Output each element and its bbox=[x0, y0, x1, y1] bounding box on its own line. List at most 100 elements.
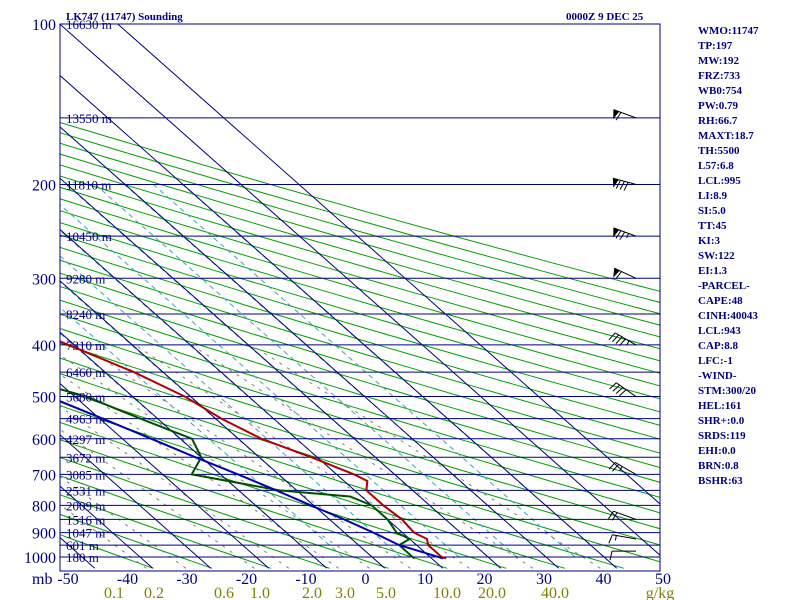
index-line: MW:192 bbox=[698, 55, 739, 67]
temperature-tick-label: 0 bbox=[362, 571, 370, 588]
index-line: BRN:0.8 bbox=[698, 460, 739, 472]
wind-barb bbox=[608, 510, 637, 521]
index-line: LCL:943 bbox=[698, 325, 741, 337]
dry-adiabat bbox=[60, 234, 660, 413]
isotherm-line bbox=[60, 177, 502, 569]
isobar-lines bbox=[60, 23, 660, 558]
pressure-tick-label: 600 bbox=[32, 432, 56, 449]
parcel-profile bbox=[60, 400, 444, 560]
dry-adiabat bbox=[60, 439, 448, 569]
isotherm-line bbox=[60, 74, 618, 569]
temperature-tick-label: 30 bbox=[536, 571, 552, 588]
wind-barb bbox=[608, 332, 637, 347]
index-line: WMO:11747 bbox=[698, 25, 759, 37]
dry-adiabat bbox=[60, 198, 660, 374]
temperature-tick-label: 50 bbox=[655, 571, 671, 588]
dry-adiabat bbox=[60, 357, 660, 546]
mixing-ratio-label: 5.0 bbox=[376, 585, 396, 600]
wind-barb bbox=[613, 227, 637, 241]
index-line: -WIND- bbox=[698, 370, 737, 382]
index-line: TP:197 bbox=[698, 40, 733, 52]
wind-barb bbox=[608, 462, 637, 475]
pressure-tick-label: 400 bbox=[32, 338, 56, 355]
dry-adiabat bbox=[60, 222, 660, 400]
index-line: SRDS:119 bbox=[698, 430, 746, 442]
index-line: SW:122 bbox=[698, 250, 735, 262]
isotherm-line bbox=[60, 434, 212, 569]
dewpoint-profile bbox=[60, 388, 415, 560]
height-label: 3085 m bbox=[66, 467, 105, 482]
dry-adiabat bbox=[60, 272, 660, 454]
index-line: STM:300/20 bbox=[698, 385, 757, 397]
mixing-ratio-label: 2.0 bbox=[302, 585, 322, 600]
index-line: CAP:8.8 bbox=[698, 340, 739, 352]
height-label: 6460 m bbox=[66, 365, 105, 380]
mixing-ratio-line bbox=[60, 428, 255, 569]
pressure-tick-label: 500 bbox=[32, 390, 56, 407]
mixing-ratio-line bbox=[60, 476, 187, 569]
pressure-tick-label: 100 bbox=[32, 17, 56, 34]
height-label: 16630 m bbox=[66, 17, 112, 32]
mixing-ratio-label: 40.0 bbox=[541, 585, 569, 600]
height-label: 180 m bbox=[66, 550, 99, 565]
mixing-ratio-label: 0.1 bbox=[104, 585, 124, 600]
dry-adiabat bbox=[60, 327, 660, 514]
index-line: CINH:40043 bbox=[698, 310, 758, 322]
dry-adiabat bbox=[60, 210, 660, 387]
dry-adiabat bbox=[60, 142, 660, 315]
isotherm-line bbox=[60, 382, 270, 569]
isotherm-line bbox=[60, 280, 386, 569]
temperature-tick-label: -30 bbox=[176, 571, 197, 588]
wind-barb bbox=[608, 534, 637, 544]
height-label: 2009 m bbox=[66, 498, 105, 513]
mixing-ratio-label: 0.2 bbox=[144, 585, 164, 600]
dry-adiabat bbox=[60, 285, 660, 469]
mixing-ratio-label: 20.0 bbox=[478, 585, 506, 600]
index-line: TT:45 bbox=[698, 220, 727, 232]
mixing-ratio-label: 10.0 bbox=[433, 585, 461, 600]
mixing-ratio-line bbox=[60, 406, 290, 569]
height-label: 5680 m bbox=[66, 390, 105, 405]
temperature-tick-label: -10 bbox=[295, 571, 316, 588]
plot-frame bbox=[59, 23, 661, 572]
chart-title: LK747 (11747) Sounding bbox=[66, 11, 183, 23]
index-line: SHR+:0.0 bbox=[698, 415, 745, 427]
isotherm-line bbox=[117, 24, 660, 505]
dry-adiabat bbox=[60, 186, 660, 362]
mixing-ratio-label: 3.0 bbox=[335, 585, 355, 600]
wind-barbs bbox=[608, 109, 637, 561]
height-label: 7310 m bbox=[66, 338, 105, 353]
index-line: HEL:161 bbox=[698, 400, 742, 412]
dry-adiabat bbox=[60, 342, 660, 530]
isotherm-line bbox=[60, 24, 660, 556]
dry-adiabat bbox=[60, 494, 272, 569]
isotherm-lines bbox=[60, 24, 660, 569]
temperature-axis: -50 -40 -30 -20 -10 0 10 20 30 40 50 bbox=[57, 571, 671, 588]
height-label: 1516 m bbox=[66, 512, 105, 527]
height-label: 11810 m bbox=[66, 177, 111, 192]
pressure-tick-label: 1000 bbox=[24, 550, 56, 567]
height-label: 1047 m bbox=[66, 526, 105, 541]
dry-adiabat bbox=[60, 388, 624, 569]
temperature-profile bbox=[60, 340, 447, 560]
dry-adiabat bbox=[60, 259, 660, 440]
temperature-tick-label: -20 bbox=[236, 571, 257, 588]
pressure-tick-label: 200 bbox=[32, 177, 56, 194]
mixing-ratio-label: 0.6 bbox=[214, 585, 234, 600]
dry-adiabat bbox=[60, 153, 660, 326]
index-line: SI:5.0 bbox=[698, 205, 726, 217]
dry-adiabat bbox=[60, 299, 660, 483]
height-label: 10450 m bbox=[66, 229, 112, 244]
isotherm-line bbox=[60, 331, 328, 569]
height-label: 4963 m bbox=[66, 412, 105, 427]
index-line: BSHR:63 bbox=[698, 475, 743, 487]
wind-barb bbox=[613, 267, 637, 280]
temperature-tick-label: 40 bbox=[596, 571, 612, 588]
dry-adiabat-lines bbox=[60, 121, 660, 569]
index-line: CAPE:48 bbox=[698, 295, 743, 307]
wind-barb bbox=[609, 550, 636, 561]
height-label: 9280 m bbox=[66, 271, 105, 286]
index-line: RH:66.7 bbox=[698, 115, 738, 127]
index-line: MAXT:18.7 bbox=[698, 130, 754, 142]
